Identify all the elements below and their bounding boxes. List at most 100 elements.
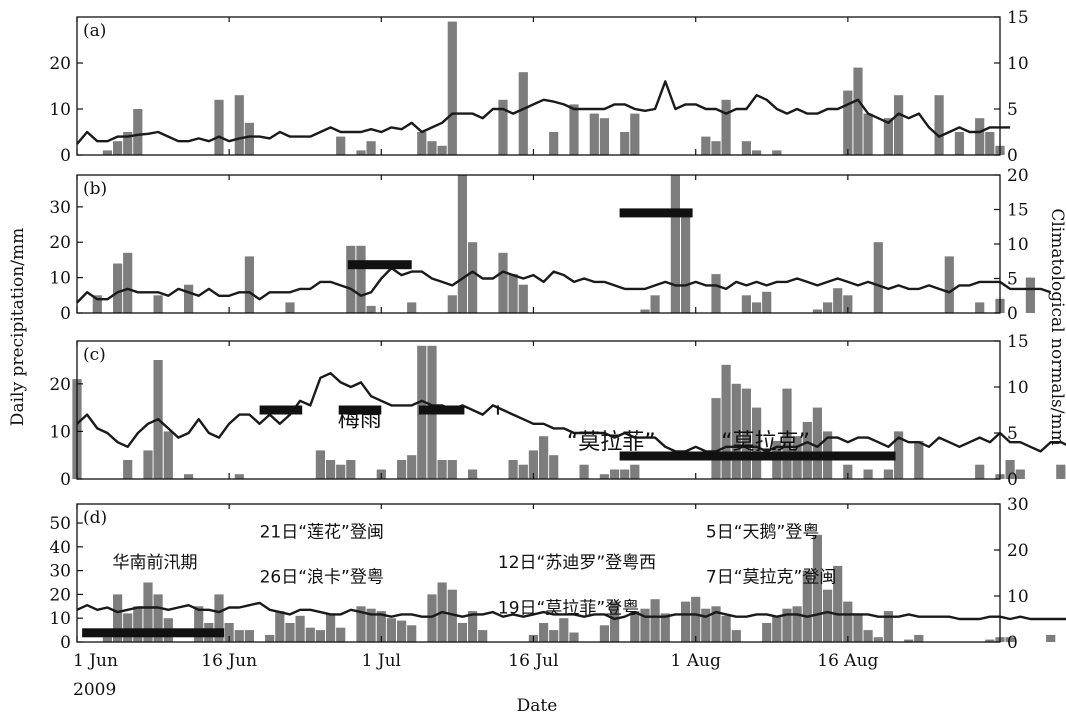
precip-bar	[914, 440, 924, 479]
precip-bar	[315, 630, 325, 642]
precip-bar	[782, 608, 792, 642]
precip-bar	[447, 295, 457, 313]
y-tick-label-left: 10	[49, 100, 71, 120]
precip-bar	[336, 136, 346, 155]
precip-bar	[853, 67, 863, 155]
x-axis-label: Date	[517, 696, 558, 714]
precip-bar	[194, 606, 204, 642]
precip-bar	[102, 637, 112, 642]
precip-bar	[356, 606, 366, 642]
precip-bar	[762, 623, 772, 642]
annotation: 21日“莲花”登闽	[260, 522, 384, 542]
precip-bar	[610, 469, 620, 479]
precip-bar	[457, 175, 467, 313]
annotation: 26日“浪卡”登粤	[260, 568, 384, 588]
x-tick-label: 16 Aug	[817, 651, 878, 671]
precip-bar	[823, 589, 833, 642]
y-tick-label-left: 20	[49, 375, 71, 395]
precip-bar	[397, 460, 407, 479]
precip-bar	[833, 288, 843, 313]
precip-bar	[914, 634, 924, 642]
precip-bar	[518, 284, 528, 313]
precip-bar	[833, 565, 843, 642]
precip-bar	[741, 295, 751, 313]
precip-bar	[701, 136, 711, 155]
precip-bar	[234, 630, 244, 642]
precip-bar	[549, 455, 559, 479]
panel: 0 10 20 0 5 10 15 (c) 梅雨 “莫拉菲” “莫拉克”	[49, 332, 1066, 490]
precip-bar	[427, 141, 437, 155]
event-bar	[619, 208, 693, 218]
panel: 0 10 20 30 0 5 10 15 20 (b)	[49, 166, 1052, 324]
y-tick-label-left: 20	[49, 233, 71, 253]
precip-bar	[539, 436, 549, 479]
x-tick-label: 1 Jul	[362, 651, 401, 671]
precip-bar	[873, 637, 883, 642]
precip-bar	[894, 431, 904, 479]
precip-bar	[143, 582, 153, 642]
precip-bar	[184, 284, 194, 313]
precip-bar	[711, 398, 721, 479]
precip-bar	[123, 252, 133, 313]
y-tick-label-left: 30	[49, 562, 71, 582]
event-bar	[619, 451, 896, 461]
panel-frame	[76, 503, 1001, 643]
precip-bar	[528, 450, 538, 479]
precip-bar	[660, 613, 670, 642]
y-tick-label-left: 20	[49, 54, 71, 74]
precip-bar	[153, 295, 163, 313]
precip-bar	[812, 534, 822, 642]
y-tick-label-right: 0	[1007, 146, 1018, 166]
precip-bar	[498, 252, 508, 313]
precip-bar	[873, 242, 883, 313]
precip-bar	[143, 450, 153, 479]
precip-bar	[386, 618, 396, 642]
precip-bar	[731, 630, 741, 642]
y-tick-label-left: 10	[49, 609, 71, 629]
precip-bar	[843, 295, 853, 313]
precip-bar	[508, 460, 518, 479]
precip-bar	[599, 118, 609, 155]
panels-layer: 01020051015(a)010203005101520(b)01020051…	[49, 8, 1066, 671]
precip-bar	[802, 570, 812, 642]
precip-bar	[265, 634, 275, 642]
precip-bar	[366, 141, 376, 155]
precip-bar	[975, 118, 985, 155]
precip-bar	[92, 295, 102, 313]
precip-bar	[640, 608, 650, 642]
normals-line	[76, 80, 1011, 145]
precip-bar	[894, 95, 904, 155]
precip-bar	[468, 242, 478, 313]
precip-bar	[224, 623, 234, 642]
precip-bar	[102, 150, 112, 155]
x-tick-label: 16 Jun	[201, 651, 257, 671]
precip-bar	[468, 469, 478, 479]
y-tick-label-left: 10	[49, 269, 71, 289]
precip-bar	[843, 601, 853, 642]
y-tick-label-left: 30	[49, 198, 71, 218]
precip-bar	[1005, 460, 1015, 479]
precip-bar	[954, 132, 964, 155]
precip-bar	[214, 99, 224, 155]
precip-bar	[904, 639, 914, 642]
precip-bar	[843, 464, 853, 479]
y-tick-label-right: 10	[1007, 235, 1029, 255]
precip-bar	[133, 606, 143, 642]
precip-bar	[356, 245, 366, 313]
precip-bar	[539, 623, 549, 642]
precip-bar	[123, 132, 133, 155]
y-tick-label-left: 0	[60, 304, 71, 324]
precip-bar	[752, 150, 762, 155]
precip-bar	[599, 625, 609, 642]
annotation: 华南前汛期	[113, 553, 198, 573]
precip-bar	[620, 132, 630, 155]
y-tick-label-right: 10	[1007, 587, 1029, 607]
precip-bar	[802, 421, 812, 479]
precip-bar	[1005, 637, 1015, 642]
precip-bar	[772, 615, 782, 642]
precip-bar	[447, 589, 457, 642]
precip-bar	[468, 611, 478, 642]
precip-bar	[792, 606, 802, 642]
precip-bar	[407, 302, 417, 313]
